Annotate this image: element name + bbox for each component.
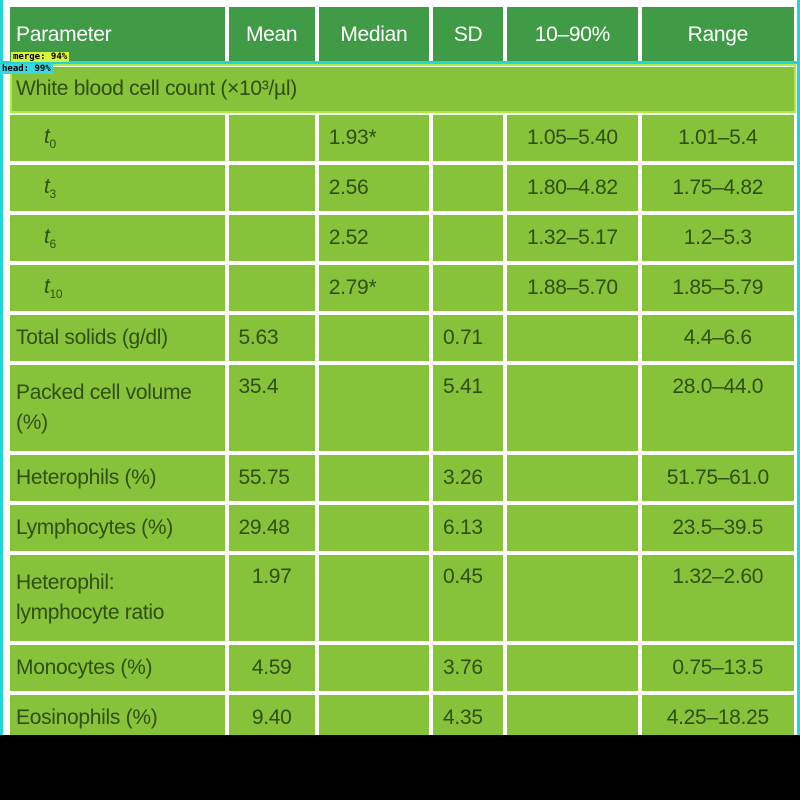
cell-range: 4.4–6.6 [641,315,794,361]
cell-percentile [507,555,638,641]
cell-mean [228,265,315,311]
cell-median: 2.56 [318,165,430,211]
table-row: Heterophils (%) 55.75 3.26 51.75–61.0 [10,455,794,501]
cell-sd: 6.13 [433,505,504,551]
detection-box-top-edge [0,61,800,64]
cell-median [318,315,430,361]
cell-parameter: Lymphocytes (%) [10,505,225,551]
cell-range: 4.25–18.25 [641,695,794,741]
cell-sd [433,165,504,211]
table-row: t0 1.93* 1.05–5.40 1.01–5.4 [10,115,794,161]
cell-parameter: Total solids (g/dl) [10,315,225,361]
cell-sd: 0.45 [433,555,504,641]
cell-median [318,455,430,501]
table-row: t6 2.52 1.32–5.17 1.2–5.3 [10,215,794,261]
header-mean: Mean [228,7,315,63]
timepoint-label: t6 [10,215,225,261]
cell-sd: 3.26 [433,455,504,501]
header-sd: SD [433,7,504,63]
cell-mean: 9.40 [228,695,315,741]
table-row: Heterophil: lymphocyte ratio 1.97 0.45 1… [10,555,794,641]
cell-sd [433,265,504,311]
cell-percentile [507,645,638,691]
section-label-wbc: White blood cell count (×10³/µl) [10,67,794,111]
table-row: Packed cell volume (%) 35.4 5.41 28.0–44… [10,365,794,451]
table-row: Eosinophils (%) 9.40 4.35 4.25–18.25 [10,695,794,741]
cell-percentile: 1.88–5.70 [507,265,638,311]
cell-parameter: Monocytes (%) [10,645,225,691]
cell-percentile [507,695,638,741]
cell-range: 51.75–61.0 [641,455,794,501]
timepoint-label: t3 [10,165,225,211]
table-row: Total solids (g/dl) 5.63 0.71 4.4–6.6 [10,315,794,361]
cell-median: 1.93* [318,115,430,161]
merge-detection-tag: merge: 94% [11,52,70,62]
cell-range: 1.01–5.4 [641,115,794,161]
table-row: Lymphocytes (%) 29.48 6.13 23.5–39.5 [10,505,794,551]
cell-median [318,365,430,451]
cell-sd: 3.76 [433,645,504,691]
section-row: White blood cell count (×10³/µl) [10,67,794,111]
cell-percentile [507,505,638,551]
header-row: Parameter Mean Median SD 10–90% Range [10,7,794,63]
cell-range: 1.85–5.79 [641,265,794,311]
cell-range: 28.0–44.0 [641,365,794,451]
timepoint-label: t10 [10,265,225,311]
cell-range: 1.75–4.82 [641,165,794,211]
detection-box-left-edge [0,0,3,735]
cell-median: 2.79* [318,265,430,311]
table-row: t10 2.79* 1.88–5.70 1.85–5.79 [10,265,794,311]
header-median: Median [318,7,430,63]
cell-range: 0.75–13.5 [641,645,794,691]
cell-sd: 5.41 [433,365,504,451]
cell-mean [228,215,315,261]
cell-median [318,695,430,741]
cell-percentile [507,365,638,451]
cell-range: 1.32–2.60 [641,555,794,641]
cell-mean: 1.97 [228,555,315,641]
cell-mean: 55.75 [228,455,315,501]
cell-sd: 4.35 [433,695,504,741]
timepoint-label: t0 [10,115,225,161]
cell-median [318,555,430,641]
cell-mean: 29.48 [228,505,315,551]
cell-sd [433,115,504,161]
cell-range: 1.2–5.3 [641,215,794,261]
cell-mean: 4.59 [228,645,315,691]
header-percentile: 10–90% [507,7,638,63]
table-row: t3 2.56 1.80–4.82 1.75–4.82 [10,165,794,211]
cell-percentile [507,455,638,501]
cell-parameter: Eosinophils (%) [10,695,225,741]
head-detection-tag: head: 99% [0,64,53,74]
cell-percentile: 1.32–5.17 [507,215,638,261]
cell-sd [433,215,504,261]
cell-mean [228,165,315,211]
bottom-black-band [0,735,800,800]
detection-box-right-edge [797,0,800,735]
cell-mean [228,115,315,161]
cell-mean: 35.4 [228,365,315,451]
blood-parameters-table: Parameter Mean Median SD 10–90% Range Wh… [6,3,798,745]
cell-range: 23.5–39.5 [641,505,794,551]
cell-parameter: Heterophils (%) [10,455,225,501]
cell-median [318,505,430,551]
table-row: Monocytes (%) 4.59 3.76 0.75–13.5 [10,645,794,691]
cell-parameter: Packed cell volume (%) [10,365,225,451]
cell-parameter: Heterophil: lymphocyte ratio [10,555,225,641]
cell-percentile [507,315,638,361]
header-range: Range [641,7,794,63]
cell-mean: 5.63 [228,315,315,361]
cell-median: 2.52 [318,215,430,261]
cell-median [318,645,430,691]
cell-sd: 0.71 [433,315,504,361]
cell-percentile: 1.80–4.82 [507,165,638,211]
cell-percentile: 1.05–5.40 [507,115,638,161]
